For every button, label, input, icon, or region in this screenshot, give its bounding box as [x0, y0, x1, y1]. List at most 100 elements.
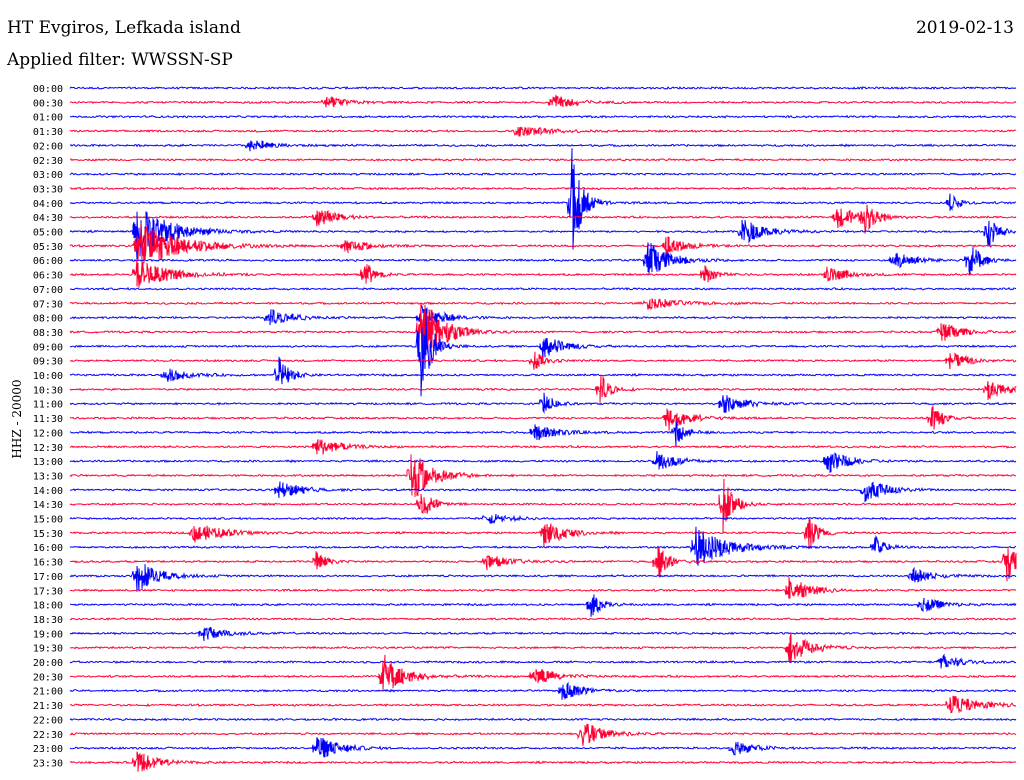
- seismic-trace: [69, 751, 1017, 772]
- time-tick-label: 02:00: [33, 141, 63, 152]
- time-tick-label: 01:30: [33, 127, 63, 138]
- seismic-trace: [69, 627, 1017, 642]
- seismic-trace: [69, 481, 1017, 503]
- time-tick-label: 22:30: [33, 730, 63, 741]
- seismic-trace: [69, 242, 1017, 276]
- seismic-trace: [69, 211, 1017, 261]
- time-tick-label: 03:00: [33, 170, 63, 181]
- seismic-trace: [69, 654, 1017, 691]
- seismic-trace: [69, 157, 1017, 162]
- time-tick-label: 20:00: [33, 658, 63, 669]
- seismic-trace: [70, 695, 1017, 714]
- time-tick-label: 00:30: [33, 98, 63, 109]
- seismic-trace: [69, 302, 1017, 367]
- seismic-trace: [69, 439, 1017, 455]
- seismic-trace: [69, 148, 1017, 250]
- seismic-trace: [69, 526, 1017, 566]
- time-tick-label: 12:00: [33, 428, 63, 439]
- seismic-trace: [69, 594, 1017, 617]
- seismic-trace: [69, 633, 1017, 662]
- seismic-trace: [69, 172, 1017, 177]
- time-tick-label: 04:30: [33, 213, 63, 224]
- time-tick-label: 07:00: [33, 285, 63, 296]
- seismic-trace: [69, 126, 1017, 137]
- time-tick-label: 23:00: [33, 744, 63, 755]
- seismic-trace: [69, 564, 1017, 592]
- time-tick-label: 14:30: [33, 500, 63, 511]
- station-title: HT Evgiros, Lefkada island: [7, 18, 241, 38]
- time-tick-label: 15:00: [33, 515, 63, 526]
- time-tick-label: 13:30: [33, 471, 63, 482]
- seismic-trace: [69, 86, 1017, 91]
- time-tick-label: 00:00: [33, 84, 63, 95]
- time-tick-label: 10:00: [33, 371, 63, 382]
- seismic-trace: [69, 518, 1017, 548]
- date-label: 2019-02-13: [915, 18, 1014, 38]
- time-tick-label: 06:00: [33, 256, 63, 267]
- time-tick-label: 05:00: [33, 228, 63, 239]
- time-tick-label: 09:30: [33, 357, 63, 368]
- time-tick-label: 09:00: [33, 342, 63, 353]
- time-tick-label: 14:00: [33, 486, 63, 497]
- seismic-trace: [69, 653, 1017, 669]
- time-tick-label: 19:30: [33, 644, 63, 655]
- seismic-trace: [70, 546, 1017, 582]
- seismic-trace: [69, 286, 1017, 291]
- time-tick-label: 13:00: [33, 457, 63, 468]
- time-tick-label: 01:00: [33, 113, 63, 124]
- seismic-trace: [69, 405, 1017, 431]
- seismic-trace: [69, 94, 1017, 108]
- seismic-trace: [70, 617, 1017, 621]
- time-tick-label: 11:00: [33, 400, 63, 411]
- seismic-trace: [69, 454, 1017, 498]
- time-tick-label: 06:30: [33, 271, 63, 282]
- time-tick-label: 12:30: [33, 443, 63, 454]
- seismic-trace: [69, 313, 1017, 397]
- seismic-trace: [69, 374, 1017, 403]
- time-tick-label: 17:30: [33, 586, 63, 597]
- time-tick-label: 08:00: [33, 314, 63, 325]
- time-tick-label: 16:00: [33, 543, 63, 554]
- seismic-trace: [69, 392, 1017, 415]
- time-tick-label: 21:00: [33, 687, 63, 698]
- seismic-trace: [69, 186, 1017, 191]
- time-tick-label: 18:30: [33, 615, 63, 626]
- time-tick-label: 03:30: [33, 184, 63, 195]
- time-tick-label: 10:30: [33, 385, 63, 396]
- time-tick-label: 15:30: [33, 529, 63, 540]
- seismic-trace: [69, 420, 1017, 446]
- seismic-trace: [69, 140, 1016, 152]
- seismic-trace: [69, 737, 1017, 758]
- seismic-trace: [69, 717, 1017, 722]
- time-tick-label: 19:00: [33, 629, 63, 640]
- time-tick-label: 20:30: [33, 672, 63, 683]
- filter-label: Applied filter: WWSSN-SP: [7, 50, 233, 70]
- seismic-trace: [69, 356, 1017, 385]
- time-tick-label: 11:30: [33, 414, 63, 425]
- seismic-trace: [69, 576, 1017, 599]
- seismic-trace: [69, 259, 1017, 288]
- seismic-trace: [69, 723, 1017, 746]
- seismic-trace: [69, 451, 1017, 474]
- time-tick-label: 16:30: [33, 558, 63, 569]
- time-tick-label: 21:30: [33, 701, 63, 712]
- seismic-trace: [69, 204, 1017, 234]
- time-tick-label: 17:00: [33, 572, 63, 583]
- seismic-trace: [69, 478, 1017, 534]
- time-tick-label: 22:00: [33, 715, 63, 726]
- time-tick-label: 18:00: [33, 601, 63, 612]
- time-tick-label: 04:00: [33, 199, 63, 210]
- seismic-trace: [69, 222, 1017, 264]
- time-tick-label: 07:30: [33, 299, 63, 310]
- time-tick-label: 23:30: [33, 758, 63, 769]
- seismic-trace: [69, 351, 1017, 370]
- time-tick-label: 08:30: [33, 328, 63, 339]
- time-tick-label: 05:30: [33, 242, 63, 253]
- seismic-trace: [69, 114, 1017, 119]
- seismic-trace: [69, 303, 1017, 326]
- seismic-trace: [69, 681, 1017, 700]
- seismic-trace: [69, 298, 1017, 311]
- seismic-trace: [69, 513, 1017, 524]
- time-tick-label: 02:30: [33, 156, 63, 167]
